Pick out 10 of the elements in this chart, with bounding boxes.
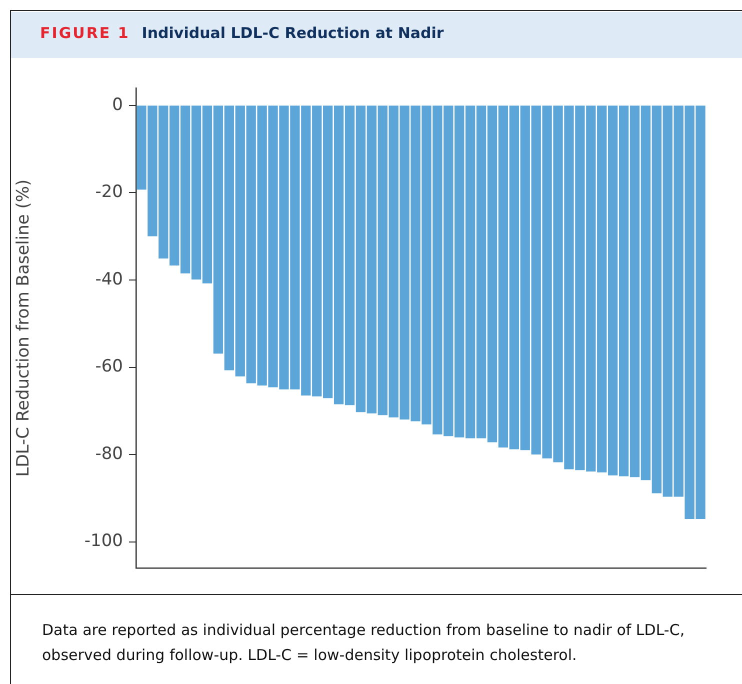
y-axis-title: LDL-C Reduction from Baseline (%) [14,179,34,477]
y-tick-label: -100 [84,531,123,552]
y-tick-label: -60 [95,356,123,377]
caption: FIGURE 1 [40,24,130,42]
chart-title: Individual LDL-C Reduction at Nadir [142,24,444,42]
y-tick-label: 0 [112,94,123,115]
text: Data are reported as individual percentage reduction from baseline to nadir of LDL-C, observed during follow-up. LDL-C = low-density lipoprotein cholesterol. [42,620,686,666]
y-tick-label: -40 [95,269,123,290]
y-tick-label: -80 [95,444,123,464]
y-tick-label: -20 [95,182,123,202]
